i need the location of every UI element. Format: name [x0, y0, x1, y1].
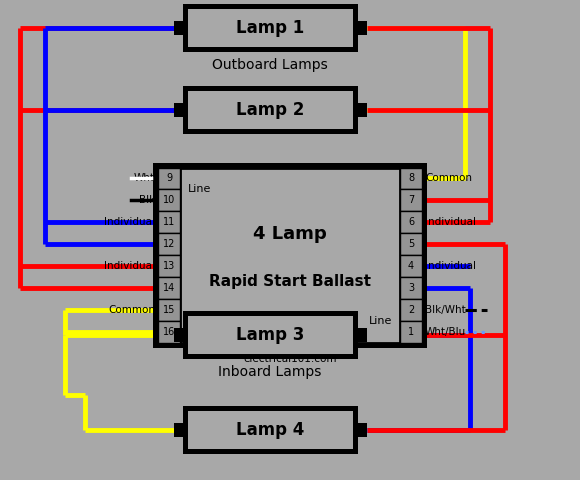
Bar [173, 21, 183, 35]
Bar [158, 299, 180, 321]
Text: 1: 1 [408, 326, 414, 336]
Bar [180, 168, 400, 343]
Text: 10: 10 [163, 195, 175, 205]
Bar [400, 190, 422, 211]
Bar [400, 321, 422, 343]
Text: Wht: Wht [134, 173, 155, 183]
Bar [357, 328, 367, 342]
Bar [158, 233, 180, 255]
Text: 11: 11 [163, 217, 175, 227]
Text: Common: Common [425, 173, 472, 183]
Text: 7: 7 [408, 195, 414, 205]
Bar [400, 255, 422, 277]
Text: Wht/Blu: Wht/Blu [425, 326, 466, 336]
Bar [400, 233, 422, 255]
Text: Line: Line [188, 184, 211, 194]
Text: Individual: Individual [104, 217, 155, 227]
Bar [400, 299, 422, 321]
Text: Line: Line [369, 316, 392, 325]
Bar [183, 4, 357, 52]
Text: 12: 12 [163, 239, 175, 249]
Bar [173, 103, 183, 117]
Text: 2: 2 [408, 305, 414, 315]
Text: Lamp 4: Lamp 4 [236, 421, 304, 439]
Bar [153, 163, 427, 348]
Bar [158, 321, 180, 343]
Bar [183, 86, 357, 134]
Bar [357, 21, 367, 35]
Bar [158, 255, 180, 277]
Bar [183, 311, 357, 359]
Bar [187, 9, 353, 47]
Text: Outboard Lamps: Outboard Lamps [212, 58, 328, 72]
Text: Lamp 2: Lamp 2 [236, 101, 304, 119]
Bar [158, 168, 180, 190]
Bar [357, 423, 367, 437]
Text: Individual: Individual [104, 261, 155, 271]
Text: Rapid Start Ballast: Rapid Start Ballast [209, 274, 371, 289]
Text: 5: 5 [408, 239, 414, 249]
Bar [400, 277, 422, 299]
Text: Inboard Lamps: Inboard Lamps [218, 365, 322, 379]
Text: 13: 13 [163, 261, 175, 271]
Text: Blk: Blk [139, 195, 155, 205]
Text: 4: 4 [408, 261, 414, 271]
Text: 6: 6 [408, 217, 414, 227]
Bar [357, 103, 367, 117]
Text: electrical101.com: electrical101.com [243, 355, 337, 364]
Bar [173, 423, 183, 437]
Text: 16: 16 [163, 326, 175, 336]
Bar [400, 211, 422, 233]
Text: Individual: Individual [425, 217, 476, 227]
Bar [173, 328, 183, 342]
Text: 8: 8 [408, 173, 414, 183]
Bar [187, 411, 353, 449]
Bar [400, 168, 422, 190]
Bar [187, 91, 353, 129]
Text: Individual: Individual [425, 261, 476, 271]
Text: Lamp 3: Lamp 3 [236, 326, 304, 344]
Text: 4 Lamp: 4 Lamp [253, 225, 327, 243]
Bar [158, 277, 180, 299]
Text: 15: 15 [163, 305, 175, 315]
Bar [158, 190, 180, 211]
Text: 14: 14 [163, 283, 175, 293]
Text: Common: Common [108, 305, 155, 315]
Text: 3: 3 [408, 283, 414, 293]
Bar [183, 406, 357, 454]
Bar [187, 316, 353, 354]
Bar [158, 211, 180, 233]
Text: 9: 9 [166, 173, 172, 183]
Text: Lamp 1: Lamp 1 [236, 19, 304, 37]
Text: Blk/Wht: Blk/Wht [425, 305, 466, 315]
